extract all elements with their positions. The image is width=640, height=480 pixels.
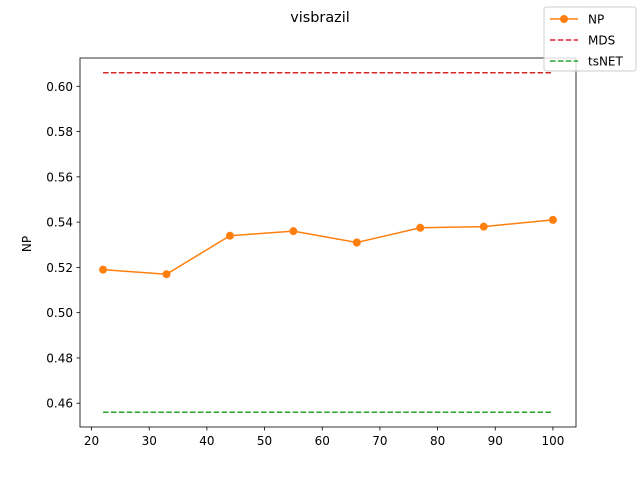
data-point-np <box>289 227 298 236</box>
data-point-np <box>548 215 557 224</box>
data-point-np <box>225 231 234 240</box>
x-tick-label: 60 <box>315 434 330 448</box>
legend-label-mds: MDS <box>588 34 615 48</box>
x-tick-label: 70 <box>372 434 387 448</box>
y-tick-label: 0.56 <box>46 170 73 184</box>
data-point-np <box>479 222 488 231</box>
x-tick-label: 80 <box>430 434 445 448</box>
y-tick-label: 0.50 <box>46 306 73 320</box>
y-axis-label: NP <box>20 236 34 252</box>
series-line-np <box>103 219 554 275</box>
legend-box <box>543 6 637 72</box>
x-tick-label: 50 <box>257 434 272 448</box>
x-tick-label: 30 <box>142 434 157 448</box>
y-tick-label: 0.46 <box>46 397 73 411</box>
y-tick-label: 0.48 <box>46 351 73 365</box>
x-tick-label: 20 <box>84 434 99 448</box>
y-tick-label: 0.60 <box>46 80 73 94</box>
axes: 20 30 40 50 60 70 80 90 100 0.46 0.48 0.50 0.52 0.54 0… <box>46 57 577 448</box>
series-layer <box>99 71 557 414</box>
x-tick-label: 40 <box>199 434 214 448</box>
data-point-np <box>99 265 108 274</box>
data-point-np <box>416 223 425 232</box>
x-tick-label: 100 <box>541 434 564 448</box>
plot-frame <box>79 57 577 428</box>
y-tick-label: 0.52 <box>46 261 73 275</box>
legend-label-np: NP <box>588 13 604 27</box>
legend-label-tsnet: tsNET <box>588 55 624 69</box>
legend: NP MDS tsNET <box>543 6 637 72</box>
chart-title: visbrazil <box>290 10 349 26</box>
y-tick-label: 0.54 <box>46 216 73 230</box>
data-point-np <box>352 238 361 247</box>
x-tick-label: 90 <box>488 434 503 448</box>
data-point-np <box>162 270 171 279</box>
y-tick-label: 0.58 <box>46 125 73 139</box>
legend-marker-np <box>560 15 568 23</box>
